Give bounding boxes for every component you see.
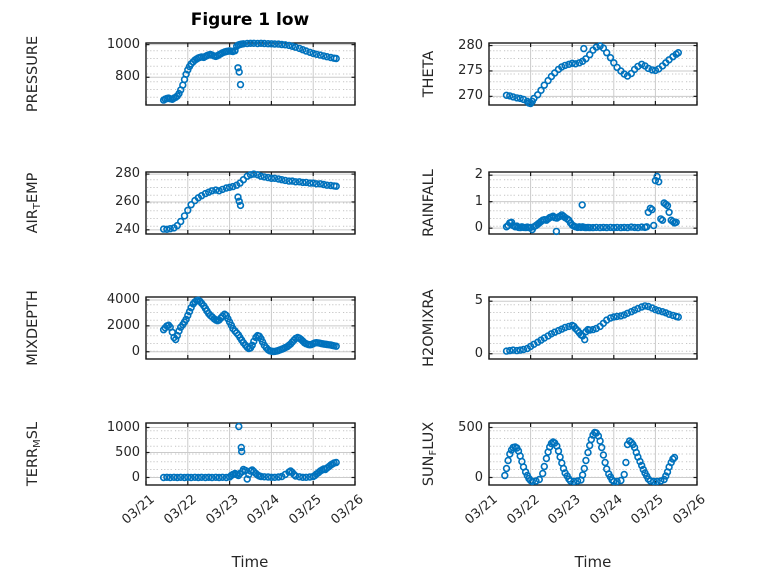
scatter-markers (159, 170, 340, 233)
x-axis-label-right: Time (574, 553, 612, 571)
plot-pressure (145, 39, 356, 106)
tick-marks (145, 43, 356, 105)
y-tick-label: 1000 (106, 36, 140, 52)
y-axis-label-mixdepth: MIXDEPTH (25, 290, 41, 366)
y-tick-label: 2000 (106, 317, 140, 333)
scatter-markers (501, 428, 679, 486)
y-tick-label: 260 (115, 193, 140, 209)
x-axis-label-left: Time (231, 553, 269, 571)
scatter-markers (502, 172, 680, 236)
y-tick-label: 2 (474, 167, 483, 183)
scatter-markers (159, 296, 340, 356)
axes-box (488, 422, 698, 486)
y-tick-label: 1000 (106, 419, 140, 435)
plot-terr_msl (145, 422, 356, 486)
axes-box (145, 422, 356, 486)
y-axis-label-pressure: PRESSURE (25, 35, 41, 113)
axes-box (145, 296, 356, 360)
axes-box (488, 296, 698, 360)
y-tick-label: 500 (458, 419, 483, 435)
y-axis-label-rainfall: RAINFALL (421, 169, 437, 237)
y-tick-label: 1 (474, 193, 483, 209)
y-tick-label: 0 (474, 345, 483, 361)
y-tick-label: 4000 (106, 291, 140, 307)
y-axis-label-sun_flux: SUNFLUX (421, 421, 439, 487)
tick-marks (145, 172, 356, 234)
y-tick-label: 0 (131, 469, 140, 485)
y-tick-label: 280 (458, 37, 483, 53)
y-axis-label-h2omixra: H2OMIXRA (421, 289, 437, 367)
major-grid (146, 423, 355, 485)
y-tick-label: 280 (115, 166, 140, 182)
minor-grid (490, 50, 696, 98)
y-tick-label: 5 (474, 293, 483, 309)
y-tick-label: 0 (131, 343, 140, 359)
y-axis-label-theta: THETA (421, 50, 437, 98)
plot-theta (488, 42, 698, 108)
scatter-markers (159, 422, 340, 483)
scatter-markers (502, 302, 683, 355)
plot-mixdepth (145, 296, 356, 360)
y-tick-label: 0 (474, 469, 483, 485)
y-tick-label: 800 (115, 69, 140, 85)
y-tick-label: 240 (115, 221, 140, 237)
plot-sun_flux (488, 422, 698, 486)
y-tick-label: 270 (458, 88, 483, 104)
tick-marks (488, 172, 698, 234)
scatter-markers (159, 39, 340, 104)
axes-box (488, 42, 698, 106)
y-axis-label-terr_msl: TERRMSL (25, 421, 43, 487)
tick-marks (488, 297, 698, 359)
y-tick-label: 500 (115, 444, 140, 460)
tick-marks (145, 423, 356, 485)
scatter-markers (502, 42, 683, 108)
y-axis-label-air_temp: AIRTEMP (25, 172, 43, 234)
y-tick-label: 0 (474, 220, 483, 236)
y-tick-label: 275 (458, 62, 483, 78)
plot-h2omixra (488, 296, 698, 360)
plot-rainfall (488, 171, 698, 236)
plot-air_temp (145, 170, 356, 235)
tick-marks (145, 297, 356, 359)
axes-box (488, 171, 698, 235)
figure-title: Figure 1 low (190, 10, 310, 30)
